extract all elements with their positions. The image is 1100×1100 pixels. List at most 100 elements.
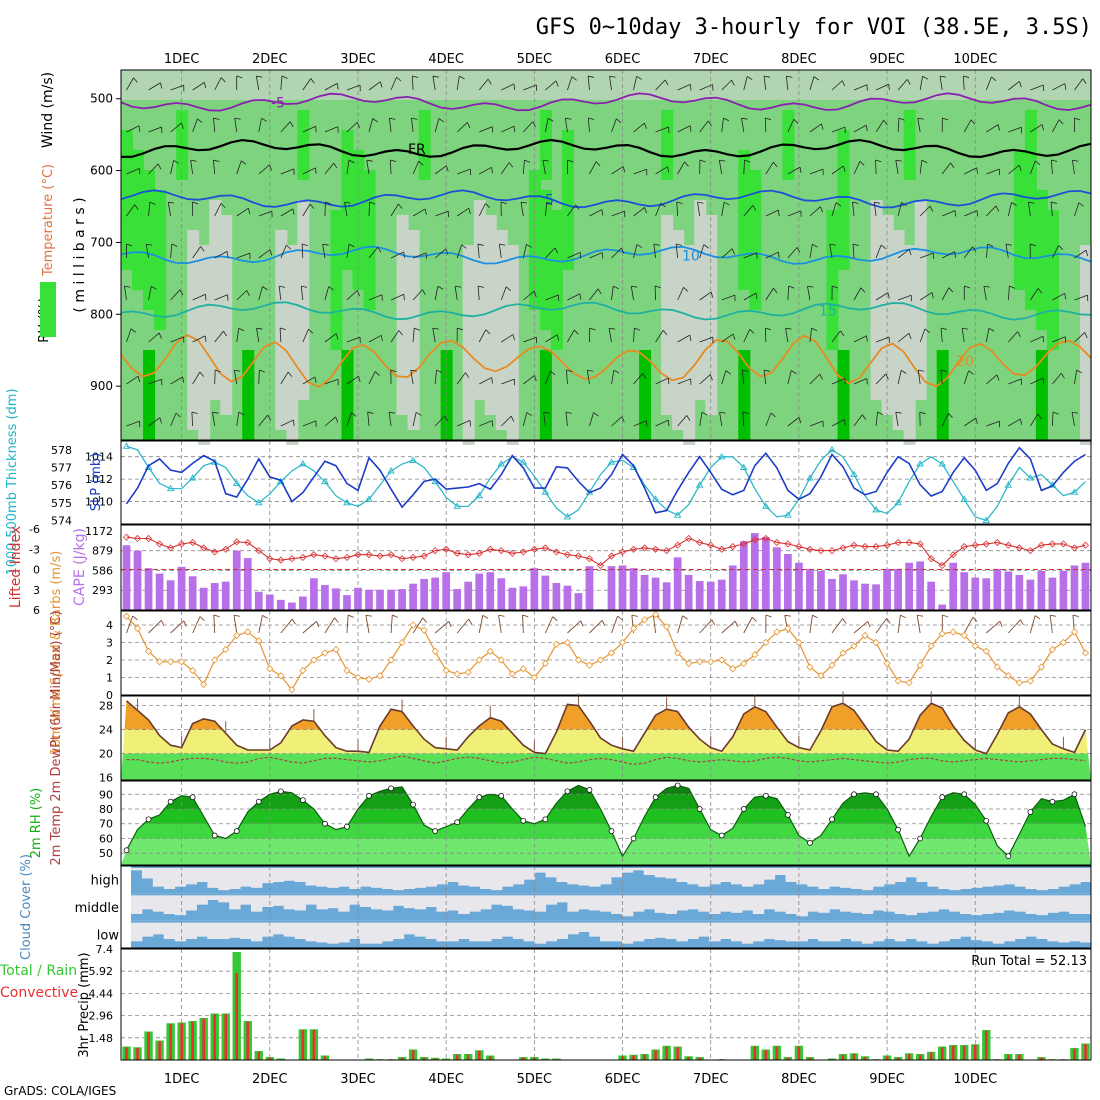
cloud-cell	[545, 868, 557, 878]
wind-barb-flag	[1060, 372, 1065, 379]
thickness-point	[343, 498, 351, 506]
wind-barb	[280, 371, 289, 385]
wind-barb	[677, 84, 691, 91]
wind-barb-flag	[1052, 411, 1059, 415]
cloud-cell	[229, 922, 241, 938]
cloud-cell	[621, 895, 634, 917]
cloud-cell	[403, 895, 416, 909]
lifted-index-point	[839, 544, 847, 552]
cloud-cell	[709, 895, 721, 914]
wind-barb-flag	[819, 206, 824, 213]
wind-barb	[456, 207, 470, 217]
cape-bar	[872, 584, 880, 610]
lifted-index-point	[784, 540, 792, 548]
cloud-cell	[305, 895, 317, 905]
wind-barb-flag	[293, 419, 295, 426]
cloud-cell	[545, 922, 557, 942]
cloud-cell	[480, 922, 492, 942]
wind-barb-flag	[887, 292, 890, 299]
wind-barb-flag	[711, 619, 716, 626]
rh-line	[125, 784, 1087, 858]
wind-barb	[501, 125, 515, 133]
wind-barb-flag	[160, 82, 163, 89]
rh-moist-cell	[352, 150, 365, 290]
precip-conv-bar	[323, 1056, 327, 1060]
wind-barb-flag	[765, 327, 772, 331]
precip-conv-bar	[786, 1057, 790, 1060]
cloud-cell	[752, 922, 765, 942]
wind-barb-flag	[556, 334, 560, 341]
wind-barb-flag	[1050, 201, 1057, 204]
wind-barb	[963, 246, 973, 259]
wind-barb	[346, 84, 361, 91]
wind-barb-flag	[972, 246, 977, 252]
wind-speed-point	[861, 631, 869, 640]
cloud-cell	[665, 868, 677, 879]
wind-barb-flag	[699, 159, 706, 163]
isotherm-label: FR	[408, 142, 426, 158]
cloud-cell	[1047, 868, 1059, 889]
wind-barb	[148, 82, 161, 91]
wind-speed-point	[1004, 672, 1012, 680]
wind-barb-flag	[798, 417, 802, 424]
lifted-index-point	[464, 551, 472, 559]
wind-barb	[741, 370, 745, 385]
lifted-index-point	[321, 552, 329, 560]
wind-speed-point	[696, 658, 704, 666]
wind-tick-label: 4	[106, 619, 113, 632]
precip-conv-bar	[841, 1054, 845, 1060]
wind-barb	[589, 288, 599, 301]
date-label-bottom: 7DEC	[693, 1072, 729, 1087]
cape-bar	[508, 587, 517, 610]
rh-moist-cell	[539, 190, 552, 330]
cloud-cell	[796, 922, 808, 942]
cape-tick-label: 293	[92, 584, 113, 597]
cloud-cell	[807, 895, 819, 912]
cloud-cell	[960, 895, 972, 914]
wind-barb-flag	[422, 289, 426, 296]
lifted-index-point	[663, 547, 671, 555]
rh-dry-cell	[407, 230, 420, 430]
wind-barb-flag	[832, 285, 838, 289]
cloud-cell	[458, 922, 470, 939]
wind-speed-point	[431, 647, 439, 655]
date-label-bottom: 3DEC	[340, 1072, 376, 1087]
wind-barb	[809, 206, 821, 217]
wind-barb-flag	[1018, 81, 1022, 88]
wind-speed-point	[751, 651, 759, 659]
wind-barb	[831, 419, 845, 427]
wind-barb-flag	[477, 243, 484, 246]
precip-conv-bar	[400, 1057, 404, 1060]
wind-barb-flag	[1042, 377, 1045, 384]
cloud-cell	[698, 922, 710, 937]
wind-speed-point	[817, 672, 825, 680]
thickness-point	[497, 460, 506, 467]
rh-point	[696, 806, 703, 812]
wind-barb	[831, 80, 843, 91]
lifted-index-point	[398, 555, 406, 563]
rh-point	[586, 786, 593, 793]
wind-barb	[985, 244, 989, 259]
wind-barb	[809, 76, 815, 91]
wind-barb	[611, 615, 619, 634]
wind-barb	[148, 163, 159, 175]
wind-barb	[611, 370, 615, 385]
cloud-cell	[501, 868, 514, 887]
wind-barb	[501, 83, 515, 91]
wind-barb	[961, 328, 965, 343]
wind-speed-point	[663, 623, 671, 631]
wind-barb-flag	[445, 248, 449, 255]
cloud-cell	[458, 895, 470, 914]
wind-barb-flag	[589, 327, 596, 331]
cape-bar	[817, 570, 825, 610]
wind-barb-flag	[437, 285, 444, 290]
wind-barb	[192, 246, 201, 259]
lifted-index-point	[563, 551, 571, 559]
precip-conv-bar	[125, 1047, 128, 1060]
lifted-index-point	[1004, 541, 1012, 549]
cape-bar	[916, 561, 925, 610]
wind-barb-flag	[662, 329, 668, 336]
wind-barb	[258, 118, 262, 133]
wind-barb	[479, 377, 492, 385]
cape-bar	[497, 578, 506, 610]
